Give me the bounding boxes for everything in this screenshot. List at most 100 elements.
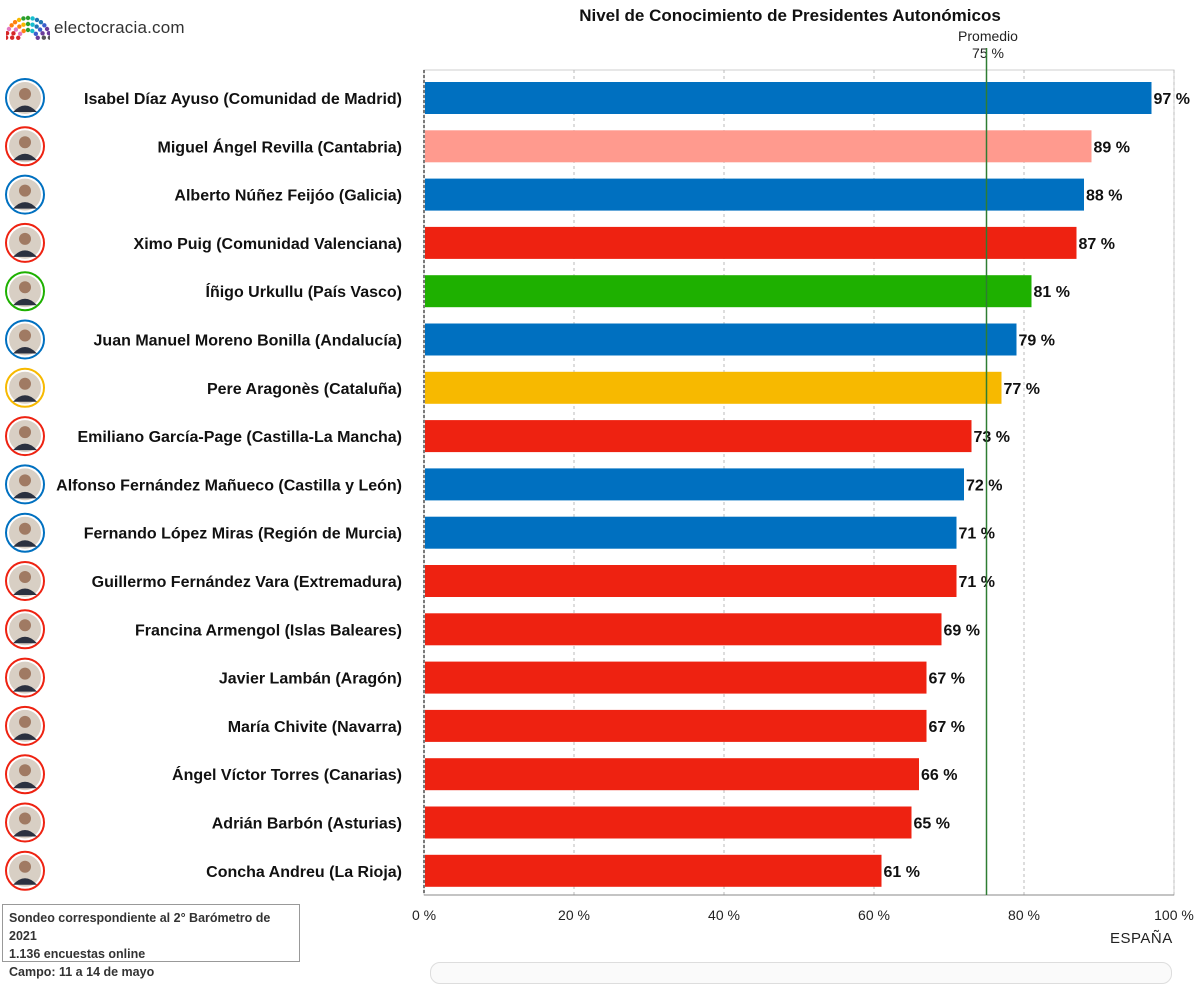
- avatar-body: [13, 878, 37, 885]
- category-label: Juan Manuel Moreno Bonilla (Andalucía): [94, 333, 402, 350]
- category-label: Adrián Barbón (Asturias): [212, 816, 402, 833]
- average-label-text: Promedio: [958, 28, 1018, 44]
- hemicycle-seat: [21, 16, 26, 21]
- avatar-head: [19, 474, 31, 487]
- bar: [425, 420, 972, 453]
- value-label: 66 %: [921, 767, 957, 784]
- value-label: 73 %: [974, 429, 1010, 446]
- hemicycle-seat: [37, 27, 43, 32]
- category-label: Fernando López Miras (Región de Murcia): [84, 526, 402, 543]
- hemicycle-seat: [21, 28, 26, 34]
- avatar-body: [13, 105, 37, 112]
- parliament-hemicycle-icon: [6, 15, 50, 40]
- hemicycle-seat: [30, 22, 35, 27]
- avatar-body: [13, 250, 37, 257]
- hemicycle-seat: [9, 23, 14, 28]
- category-label: Guillermo Fernández Vara (Extremadura): [92, 574, 402, 591]
- bar: [425, 323, 1017, 356]
- value-label: 67 %: [929, 671, 965, 688]
- bar: [425, 854, 882, 887]
- hemicycle-seat: [16, 35, 21, 40]
- hemicycle-seat: [41, 35, 47, 40]
- hemicycle-seat: [46, 31, 50, 36]
- average-label-value: 75 %: [972, 45, 1004, 61]
- bar: [425, 178, 1084, 211]
- avatar-head: [19, 522, 31, 535]
- bar: [425, 758, 919, 791]
- category-label: Emiliano García-Page (Castilla-La Mancha…: [77, 429, 402, 446]
- value-label: 97 %: [1154, 91, 1190, 108]
- avatar-body: [13, 830, 37, 837]
- hemicycle-seat: [21, 22, 26, 27]
- category-label: Isabel Díaz Ayuso (Comunidad de Madrid): [84, 91, 402, 108]
- bar: [425, 275, 1032, 308]
- hemicycle-seat: [6, 31, 10, 36]
- hemicycle-seat: [40, 31, 45, 36]
- avatar-body: [13, 298, 37, 306]
- avatar-head: [19, 667, 31, 680]
- hemicycle-seat: [33, 31, 39, 36]
- category-label: Alfonso Fernández Mañueco (Castilla y Le…: [56, 477, 402, 494]
- bar: [425, 468, 964, 501]
- hemicycle-seat: [35, 35, 40, 40]
- hemicycle-seat: [6, 35, 9, 40]
- hemicycle-seat: [30, 16, 35, 21]
- avatar-head: [19, 812, 31, 825]
- avatar-body: [13, 202, 37, 209]
- hemicycle-seat: [44, 26, 50, 32]
- hemicycle-seat: [42, 23, 47, 28]
- average-label: Promedio 75 %: [938, 28, 1038, 62]
- value-label: 67 %: [929, 719, 965, 736]
- category-label: Concha Andreu (La Rioja): [206, 864, 402, 881]
- hemicycle-seat: [34, 24, 39, 29]
- avatar-body: [13, 395, 37, 402]
- survey-note-line2: 1.136 encuestas online: [9, 947, 146, 961]
- avatar-head: [19, 860, 31, 873]
- bar: [425, 226, 1077, 259]
- category-label: Javier Lambán (Aragón): [219, 671, 402, 688]
- value-label: 61 %: [884, 864, 920, 881]
- bottom-scroll-strip: [430, 962, 1172, 984]
- bar: [425, 130, 1092, 163]
- brand-logo: electocracia.com: [6, 14, 185, 42]
- category-label: Francina Armengol (Islas Baleares): [135, 622, 402, 639]
- category-label: Íñigo Urkullu (País Vasco): [206, 282, 403, 301]
- avatar-head: [19, 426, 31, 439]
- avatar-body: [13, 153, 37, 161]
- category-label: Ángel Víctor Torres (Canarias): [172, 765, 402, 784]
- avatar-body: [13, 443, 37, 451]
- avatar-head: [19, 281, 31, 294]
- x-tick-label: 60 %: [858, 907, 890, 923]
- avatar-body: [13, 685, 37, 692]
- avatar-head: [19, 619, 31, 632]
- avatar-head: [19, 377, 31, 390]
- hemicycle-seat: [12, 20, 18, 25]
- bar: [425, 565, 957, 597]
- avatar-head: [19, 715, 31, 728]
- value-label: 69 %: [944, 622, 980, 639]
- hemicycle-seat: [25, 15, 31, 21]
- avatar-head: [19, 232, 31, 245]
- value-label: 79 %: [1019, 333, 1055, 350]
- x-tick-label: 0 %: [412, 907, 436, 923]
- bar: [425, 661, 927, 694]
- hemicycle-seat: [25, 27, 31, 33]
- bar: [425, 613, 942, 646]
- hemicycle-seat: [17, 24, 22, 29]
- avatar-head: [19, 136, 31, 149]
- hemicycle-seat: [25, 21, 31, 27]
- category-label: Ximo Puig (Comunidad Valenciana): [134, 236, 402, 253]
- hemicycle-seat: [47, 35, 50, 40]
- bar: [425, 371, 1002, 404]
- value-label: 71 %: [959, 526, 995, 543]
- hemicycle-seat: [38, 20, 44, 25]
- avatar-body: [13, 588, 37, 595]
- survey-note-line3: Campo: 11 a 14 de mayo: [9, 965, 155, 979]
- region-label: ESPAÑA: [1110, 930, 1173, 947]
- avatar-head: [19, 571, 31, 583]
- hemicycle-seat: [6, 26, 12, 32]
- x-tick-label: 20 %: [558, 907, 590, 923]
- avatar-head: [19, 88, 31, 100]
- avatar-body: [13, 540, 37, 547]
